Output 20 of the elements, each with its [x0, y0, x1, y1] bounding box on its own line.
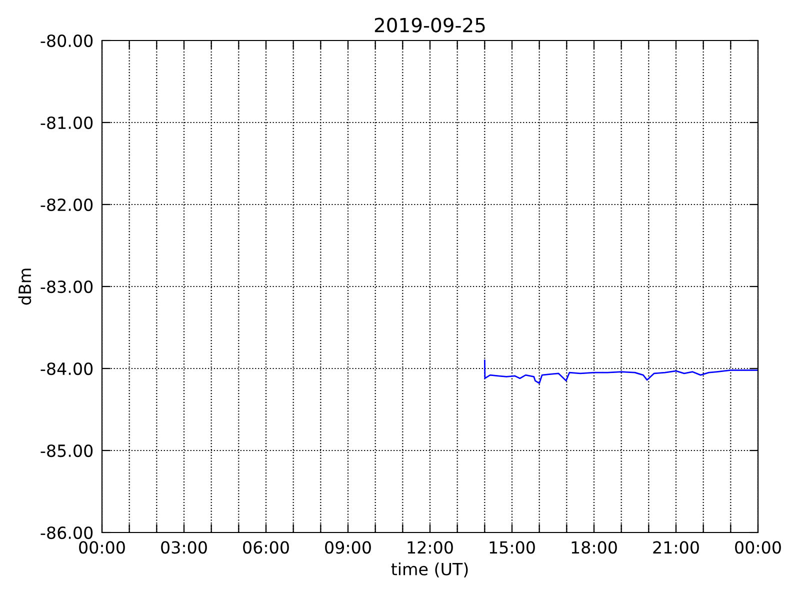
line-series	[484, 360, 758, 384]
y-tick-label: -86.00	[40, 526, 93, 540]
y-tick-label: -85.00	[40, 444, 93, 458]
y-axis-title: dBm	[18, 268, 32, 305]
x-tick-label: 06:00	[243, 541, 289, 554]
x-tick-label: 12:00	[408, 541, 453, 554]
x-tick-label: 03:00	[161, 541, 207, 554]
x-tick-label: 18:00	[572, 541, 617, 554]
x-tick-label: 00:00	[79, 541, 125, 554]
x-axis-title: time (UT)	[391, 562, 468, 578]
chart-title: 2019-09-25	[374, 18, 485, 32]
y-tick-label: -82.00	[40, 198, 93, 212]
y-tick-label: -84.00	[40, 362, 93, 376]
y-tick-label: -80.00	[40, 34, 93, 48]
x-tick-label: 21:00	[653, 541, 699, 554]
x-tick-label: 00:00	[735, 541, 781, 554]
y-tick-label: -81.00	[40, 116, 93, 130]
y-tick-label: -83.00	[40, 280, 93, 294]
x-tick-label: 15:00	[490, 541, 535, 554]
x-tick-label: 09:00	[325, 541, 371, 554]
